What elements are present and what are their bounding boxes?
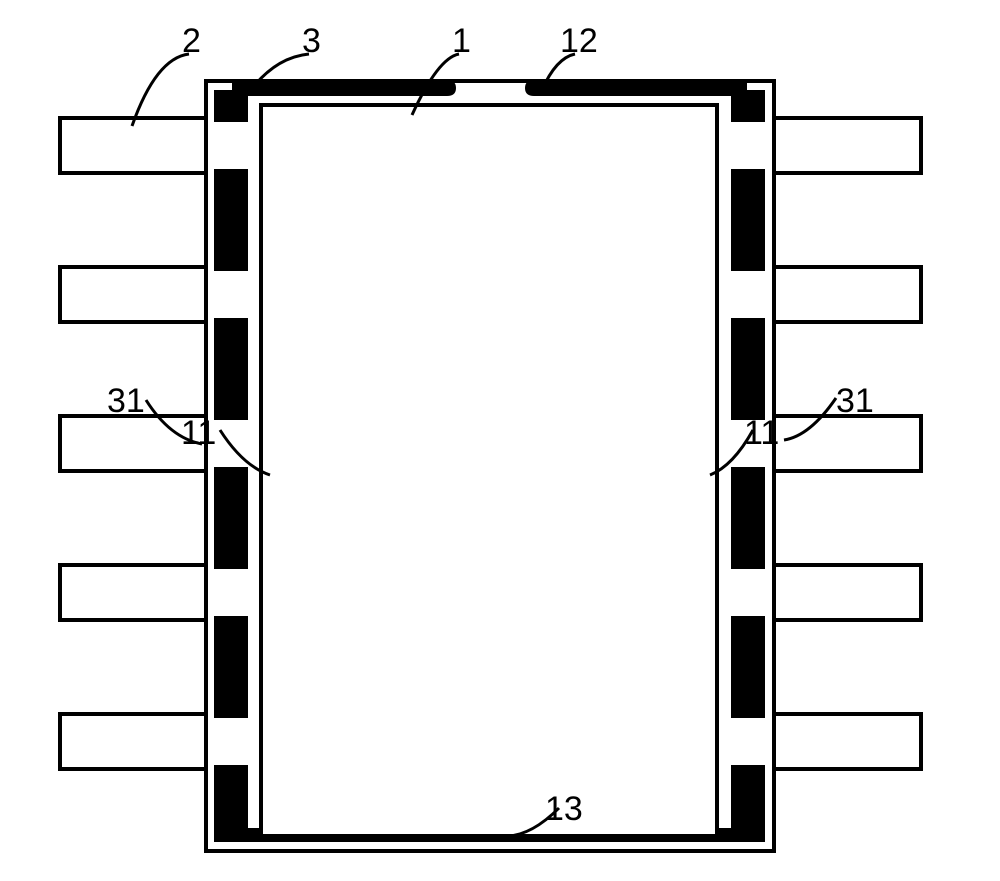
label-2: 2: [182, 22, 201, 61]
label-11-left: 11: [181, 414, 216, 453]
label-13: 13: [545, 790, 583, 829]
diagram-svg: [0, 0, 1000, 881]
label-3: 3: [302, 22, 321, 61]
label-1: 1: [452, 22, 471, 61]
label-12: 12: [560, 22, 598, 61]
label-11-right: 11: [744, 414, 779, 453]
label-31-right: 31: [836, 382, 874, 421]
technical-diagram: 2 3 1 12 31 11 11 31 13: [0, 0, 1000, 881]
inner-frame: [261, 105, 717, 836]
label-31-left: 31: [107, 382, 145, 421]
